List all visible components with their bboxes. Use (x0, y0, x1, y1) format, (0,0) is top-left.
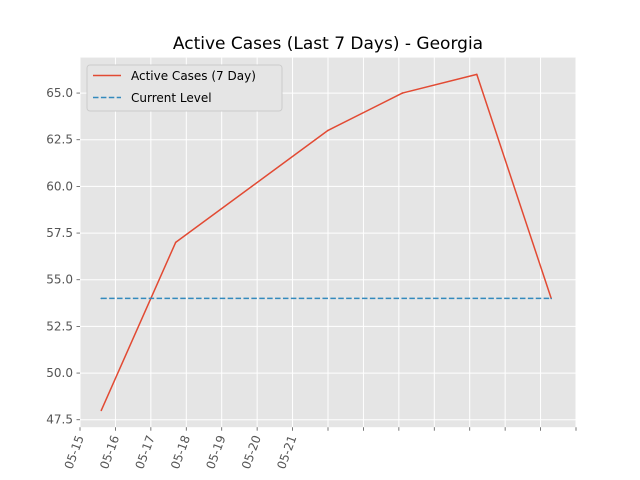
series-point-0 (100, 409, 103, 412)
series-line-0 (100, 73, 552, 411)
x-tick-label: 05-18 (168, 433, 193, 471)
x-tick-label: 05-19 (203, 433, 228, 471)
y-axis: 47.5 50.0 52.5 55.0 57.5 60.0 62.5 65.0 (46, 86, 80, 427)
x-tick-label: 05-20 (239, 433, 264, 471)
y-tick-label: 55.0 (46, 273, 73, 287)
y-tick-label: 62.5 (46, 133, 73, 147)
x-tick-label: 05-21 (274, 433, 299, 471)
x-axis: 05-15 05-16 05-17 05-18 05-19 05-20 05-21 (62, 427, 577, 471)
legend-label-active-cases: Active Cases (7 Day) (131, 69, 256, 83)
series-point-1 (550, 297, 552, 300)
series-point-0 (327, 129, 329, 132)
x-tick-label: 05-15 (62, 433, 87, 471)
legend-label-current-level: Current Level (131, 91, 212, 105)
y-tick-label: 50.0 (46, 366, 73, 380)
series-point-0 (174, 241, 177, 244)
chart-title: Active Cases (Last 7 Days) - Georgia (173, 34, 483, 54)
series-point-1 (100, 297, 103, 300)
series-point-0 (401, 92, 404, 94)
y-tick-label: 52.5 (46, 319, 73, 333)
y-tick-label: 60.0 (46, 179, 73, 193)
y-tick-label: 65.0 (46, 86, 73, 100)
x-tick-label: 05-17 (133, 433, 158, 471)
legend: Active Cases (7 Day) Current Level (86, 64, 283, 112)
legend-box (86, 64, 283, 112)
y-tick-label: 57.5 (46, 226, 73, 240)
series-point-0 (476, 73, 478, 76)
x-tick-label: 05-16 (97, 433, 122, 471)
series-layer (100, 73, 552, 412)
y-tick-label: 47.5 (46, 413, 73, 427)
